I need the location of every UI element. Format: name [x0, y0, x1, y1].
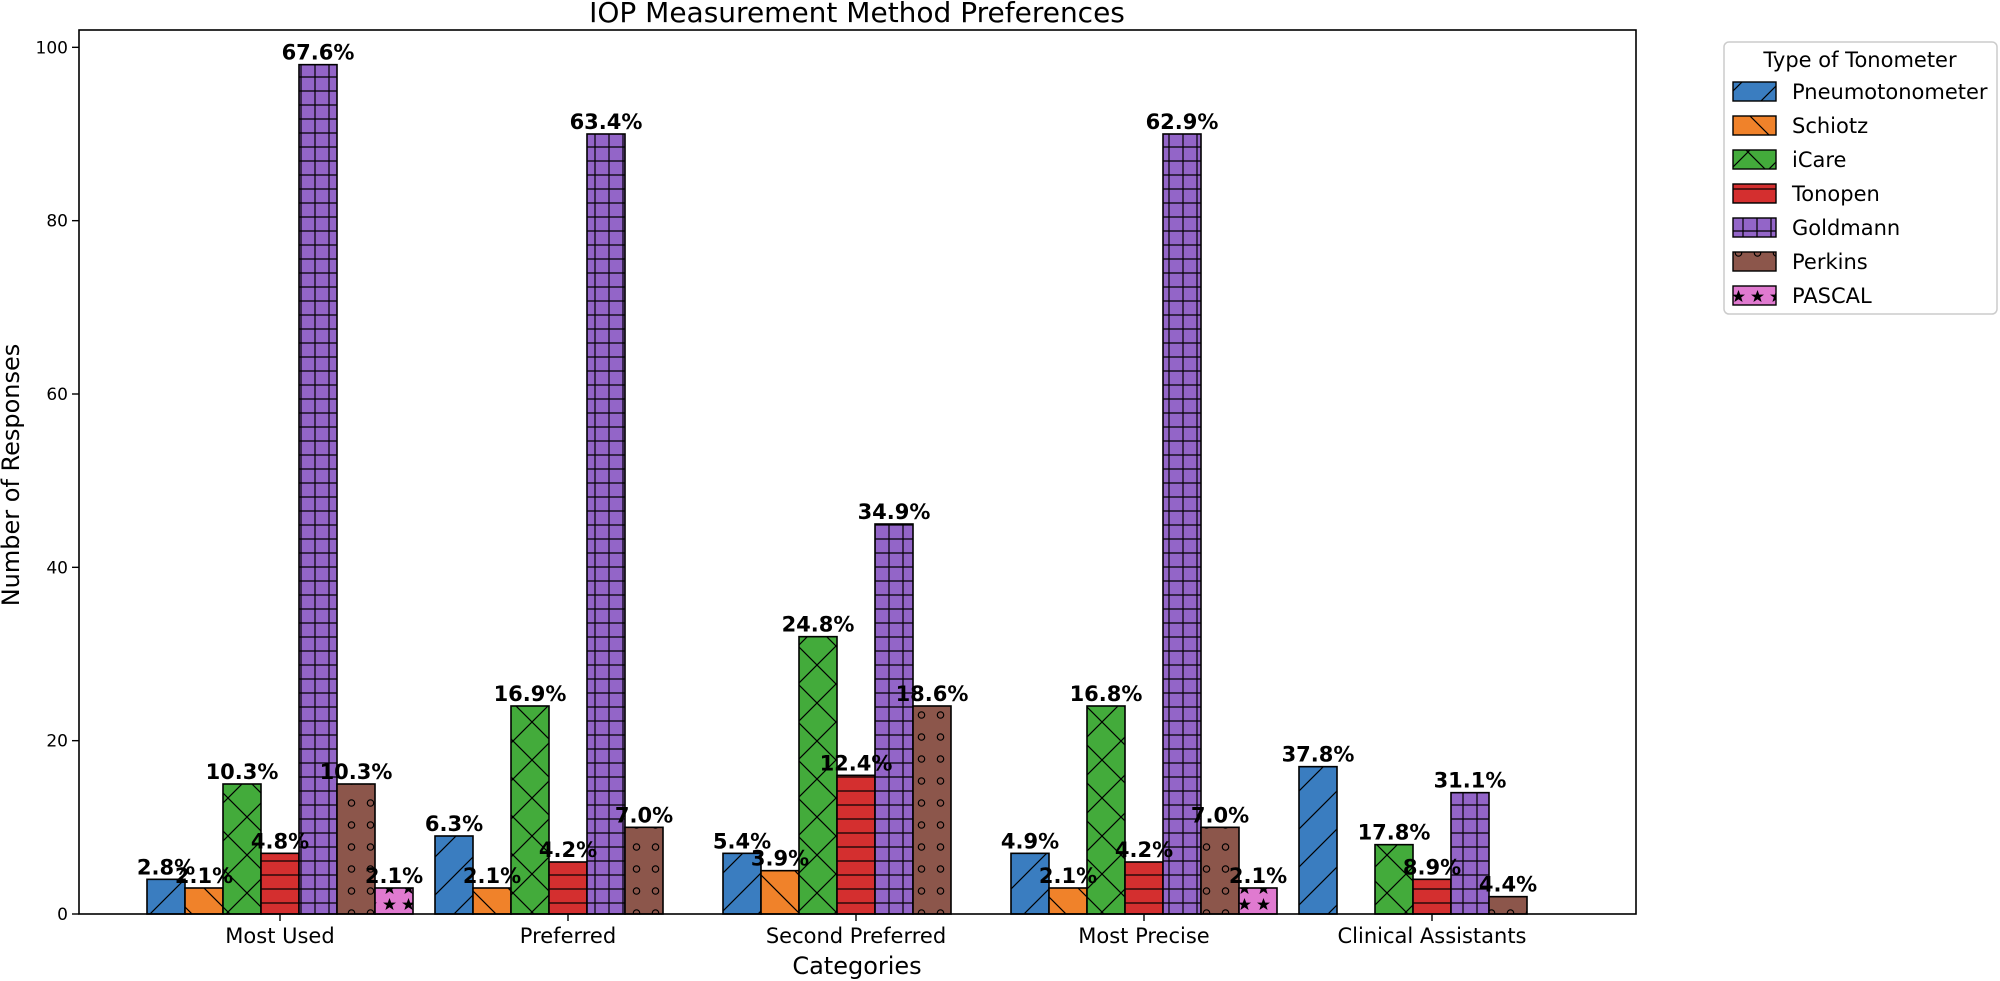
data-label-icare-most-used: 10.3% — [206, 760, 279, 784]
bar-perkins-most-precise — [1200, 826, 1240, 915]
bar-goldmann-clinical-assistants — [1450, 791, 1490, 915]
bar-perkins-second-preferred — [912, 705, 952, 915]
data-label-pascal-most-precise: 2.1% — [1229, 864, 1287, 888]
bar-goldmann-most-used — [298, 63, 338, 915]
data-label-tonopen-most-used: 4.8% — [251, 829, 309, 853]
bar-schiotz-preferred — [472, 887, 512, 915]
data-label-pneumotonometer-second-preferred: 5.4% — [713, 829, 771, 853]
plot-frame — [78, 29, 1637, 915]
legend-label-pneumotonometer: Pneumotonometer — [1792, 80, 1988, 104]
legend: Type of Tonometer Pneumotonometer Schiotz… — [1723, 41, 1998, 315]
bar-pneumotonometer-clinical-assistants — [1298, 765, 1338, 915]
legend-label-icare: iCare — [1792, 148, 1846, 172]
y-axis-label: Number of Responses — [0, 344, 25, 607]
x-axis-label: Categories — [792, 952, 921, 980]
bar-perkins-preferred — [624, 826, 664, 915]
legend-swatch-icare — [1732, 149, 1777, 170]
bar-icare-most-precise — [1086, 705, 1126, 915]
legend-swatch-schiotz — [1732, 115, 1777, 136]
legend-swatch-goldmann — [1732, 217, 1777, 238]
data-label-perkins-preferred: 7.0% — [615, 803, 673, 827]
data-label-schiotz-preferred: 2.1% — [463, 864, 521, 888]
legend-item-tonopen: Tonopen — [1732, 182, 1880, 206]
y-tick-label: 0 — [57, 905, 68, 925]
bar-tonopen-clinical-assistants — [1412, 878, 1452, 915]
chart-title: IOP Measurement Method Preferences — [589, 0, 1125, 29]
y-tick-label: 80 — [46, 212, 68, 232]
data-label-tonopen-most-precise: 4.2% — [1115, 838, 1173, 862]
data-label-pneumotonometer-clinical-assistants: 37.8% — [1282, 743, 1355, 767]
bar-icare-preferred — [510, 705, 550, 915]
bar-tonopen-preferred — [548, 861, 588, 915]
data-label-pneumotonometer-preferred: 6.3% — [425, 812, 483, 836]
data-label-goldmann-second-preferred: 34.9% — [858, 500, 931, 524]
x-tick-label-clinical-assistants: Clinical Assistants — [1337, 924, 1526, 948]
data-label-schiotz-most-precise: 2.1% — [1039, 864, 1097, 888]
y-tick-label: 20 — [46, 732, 68, 752]
bar-pascal-most-precise — [1238, 887, 1278, 915]
legend-item-schiotz: Schiotz — [1732, 114, 1868, 138]
data-label-schiotz-most-used: 2.1% — [175, 864, 233, 888]
legend-swatch-perkins — [1732, 251, 1777, 272]
data-label-schiotz-second-preferred: 3.9% — [751, 847, 809, 871]
data-label-icare-preferred: 16.9% — [494, 682, 567, 706]
bar-goldmann-most-precise — [1162, 133, 1202, 915]
data-label-tonopen-clinical-assistants: 8.9% — [1403, 855, 1461, 879]
legend-label-pascal: PASCAL — [1792, 284, 1872, 308]
x-tick-label-second-preferred: Second Preferred — [766, 924, 946, 948]
bar-perkins-most-used — [336, 783, 376, 915]
legend-label-schiotz: Schiotz — [1792, 114, 1868, 138]
x-tick-label-preferred: Preferred — [520, 924, 616, 948]
y-tick-label: 40 — [46, 558, 68, 578]
legend-swatch-pneumotonometer — [1732, 81, 1777, 102]
data-label-goldmann-most-precise: 62.9% — [1146, 110, 1219, 134]
legend-frame — [1723, 41, 1998, 315]
bar-schiotz-second-preferred — [760, 869, 800, 915]
legend-swatch-pascal — [1732, 285, 1777, 306]
data-label-goldmann-most-used: 67.6% — [282, 41, 355, 65]
data-label-icare-second-preferred: 24.8% — [782, 613, 855, 637]
legend-title: Type of Tonometer — [1762, 48, 1957, 72]
data-label-pneumotonometer-most-precise: 4.9% — [1001, 829, 1059, 853]
bar-perkins-clinical-assistants — [1488, 895, 1528, 915]
bar-schiotz-most-used — [184, 887, 224, 915]
data-label-pneumotonometer-most-used: 2.8% — [137, 855, 195, 879]
bar-pascal-most-used — [374, 887, 414, 915]
legend-label-perkins: Perkins — [1792, 250, 1868, 274]
bar-tonopen-most-used — [260, 852, 300, 915]
bar-tonopen-second-preferred — [836, 774, 876, 915]
legend-item-icare: iCare — [1732, 148, 1846, 172]
y-tick-label: 100 — [36, 38, 68, 58]
legend-swatch-tonopen — [1732, 183, 1777, 204]
data-label-perkins-second-preferred: 18.6% — [896, 682, 969, 706]
bar-goldmann-preferred — [586, 133, 626, 915]
legend-label-tonopen: Tonopen — [1791, 182, 1880, 206]
data-label-icare-most-precise: 16.8% — [1070, 682, 1143, 706]
bar-tonopen-most-precise — [1124, 861, 1164, 915]
legend-item-goldmann: Goldmann — [1732, 216, 1900, 240]
legend-item-perkins: Perkins — [1732, 250, 1868, 274]
legend-label-goldmann: Goldmann — [1792, 216, 1900, 240]
data-label-icare-clinical-assistants: 17.8% — [1358, 821, 1431, 845]
x-tick-label-most-precise: Most Precise — [1078, 924, 1209, 948]
bar-schiotz-most-precise — [1048, 887, 1088, 915]
y-tick-label: 60 — [46, 385, 68, 405]
bar-pneumotonometer-preferred — [434, 835, 474, 915]
bar-pneumotonometer-most-precise — [1010, 852, 1050, 915]
data-label-pascal-most-used: 2.1% — [365, 864, 423, 888]
data-label-goldmann-preferred: 63.4% — [570, 110, 643, 134]
data-label-tonopen-second-preferred: 12.4% — [820, 751, 893, 775]
legend-item-pascal: PASCAL — [1732, 284, 1872, 308]
x-tick-label-most-used: Most Used — [225, 924, 334, 948]
data-label-perkins-most-precise: 7.0% — [1191, 803, 1249, 827]
data-label-perkins-most-used: 10.3% — [320, 760, 393, 784]
data-label-goldmann-clinical-assistants: 31.1% — [1434, 769, 1507, 793]
legend-item-pneumotonometer: Pneumotonometer — [1732, 80, 1988, 104]
bar-goldmann-second-preferred — [874, 523, 914, 915]
data-label-tonopen-preferred: 4.2% — [539, 838, 597, 862]
data-label-perkins-clinical-assistants: 4.4% — [1479, 873, 1537, 897]
